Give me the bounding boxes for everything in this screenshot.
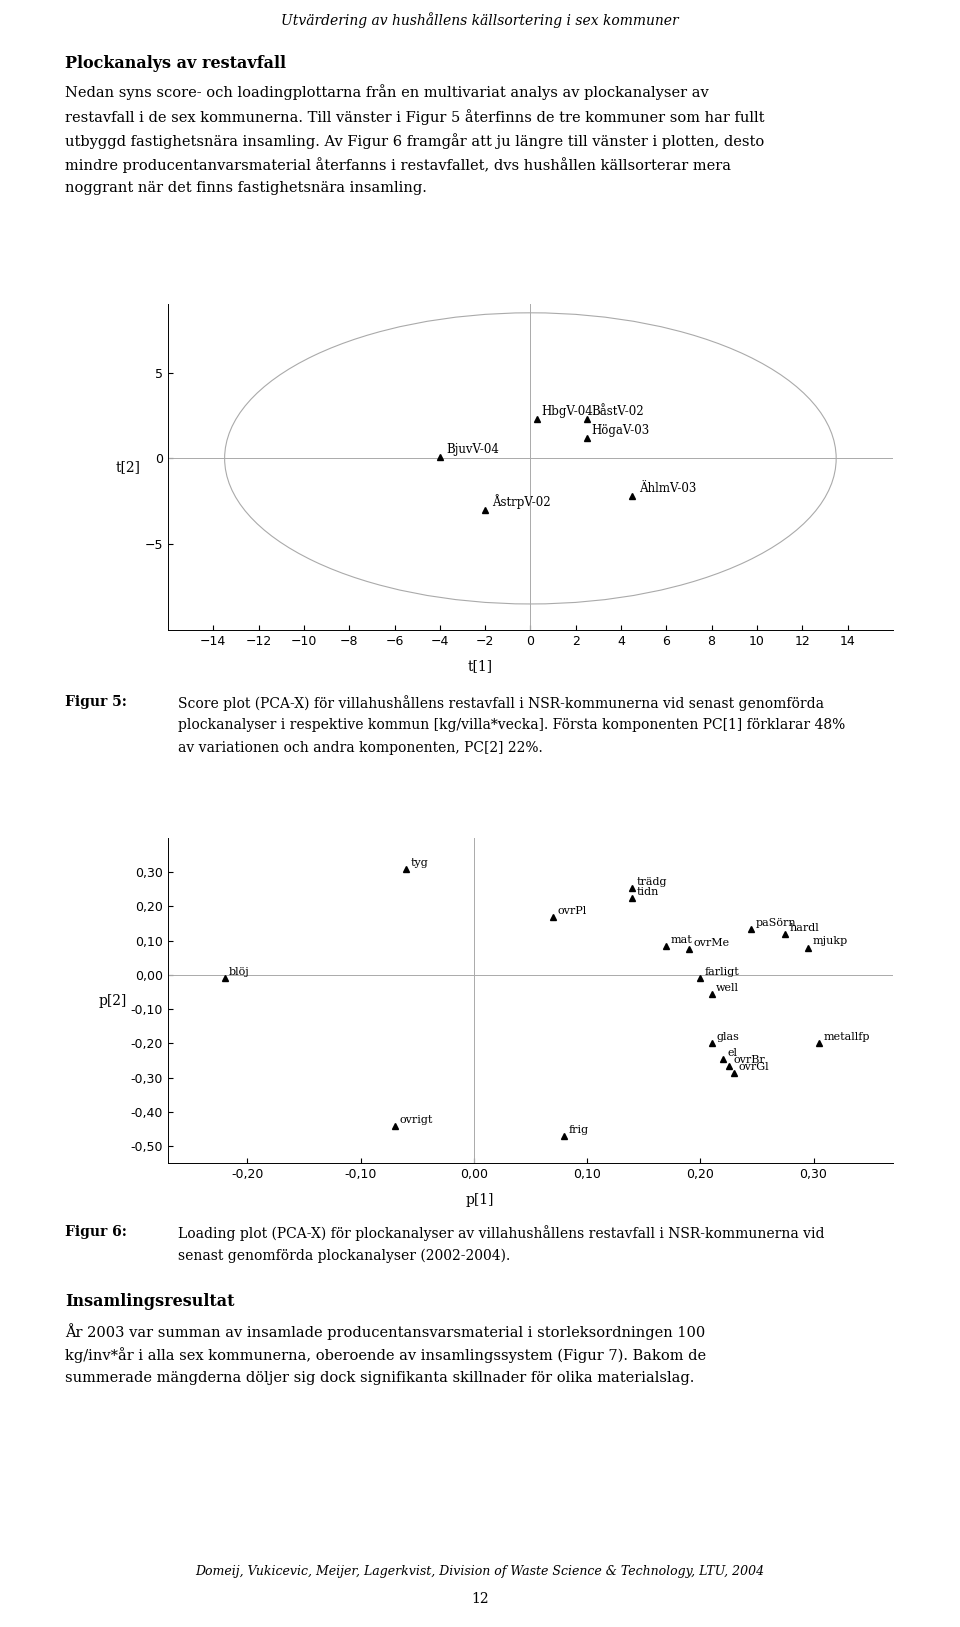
Text: frig: frig [569,1124,589,1136]
Text: HögaV-03: HögaV-03 [591,425,650,438]
Text: Loading plot (PCA-X) för plockanalyser av villahushållens restavfall i NSR-kommu: Loading plot (PCA-X) för plockanalyser a… [178,1225,824,1241]
Text: mjukp: mjukp [812,937,848,947]
Text: tyg: tyg [410,857,428,867]
Text: Utvärdering av hushållens källsortering i sex kommuner: Utvärdering av hushållens källsortering … [281,11,679,28]
Text: p[1]: p[1] [466,1193,494,1207]
Text: senast genomförda plockanalyser (2002-2004).: senast genomförda plockanalyser (2002-20… [178,1248,510,1263]
Text: summerade mängderna döljer sig dock signifikanta skillnader för olika materialsl: summerade mängderna döljer sig dock sign… [65,1372,695,1385]
Text: t[1]: t[1] [468,659,492,674]
Text: metallfp: metallfp [824,1033,870,1043]
Y-axis label: p[2]: p[2] [98,994,127,1007]
Text: tidn: tidn [636,887,660,896]
Text: Nedan syns score- och loadingplottarna från en multivariat analys av plockanalys: Nedan syns score- och loadingplottarna f… [65,85,709,101]
Text: mat: mat [671,936,692,945]
Text: noggrant när det finns fastighetsnära insamling.: noggrant när det finns fastighetsnära in… [65,181,427,195]
Text: BåstV-02: BåstV-02 [591,405,644,418]
Text: ÅstrpV-02: ÅstrpV-02 [492,495,550,509]
Text: glas: glas [716,1033,739,1043]
Text: hardl: hardl [790,923,820,932]
Text: ovrMe: ovrMe [693,939,730,949]
Text: restavfall i de sex kommunerna. Till vänster i Figur 5 återfinns de tre kommuner: restavfall i de sex kommunerna. Till vän… [65,109,765,125]
Y-axis label: t[2]: t[2] [115,460,140,473]
Text: paSörn: paSörn [756,918,797,927]
Text: HbgV-04: HbgV-04 [541,405,593,418]
Text: ovrBr: ovrBr [733,1054,765,1064]
Text: ovrPl: ovrPl [558,906,587,916]
Text: av variationen och andra komponenten, PC[2] 22%.: av variationen och andra komponenten, PC… [178,740,542,755]
Text: kg/inv*år i alla sex kommunerna, oberoende av insamlingssystem (Figur 7). Bakom : kg/inv*år i alla sex kommunerna, oberoen… [65,1347,707,1363]
Text: 12: 12 [471,1591,489,1606]
Text: Domeij, Vukicevic, Meijer, Lagerkvist, Division of Waste Science & Technology, L: Domeij, Vukicevic, Meijer, Lagerkvist, D… [196,1565,764,1578]
Text: Insamlingsresultat: Insamlingsresultat [65,1293,235,1310]
Text: well: well [716,983,739,992]
Text: ovrGl: ovrGl [739,1061,769,1072]
Text: Plockanalys av restavfall: Plockanalys av restavfall [65,55,286,72]
Text: utbyggd fastighetsnära insamling. Av Figur 6 framgår att ju längre till vänster : utbyggd fastighetsnära insamling. Av Fig… [65,133,764,148]
Text: blöj: blöj [229,968,250,978]
Text: ovrigt: ovrigt [399,1114,432,1124]
Text: År 2003 var summan av insamlade producentansvarsmaterial i storleksordningen 100: År 2003 var summan av insamlade producen… [65,1323,706,1339]
Text: Figur 5:: Figur 5: [65,695,127,709]
Text: mindre producentanvarsmaterial återfanns i restavfallet, dvs hushållen källsorte: mindre producentanvarsmaterial återfanns… [65,156,732,172]
Text: el: el [728,1048,737,1058]
Text: Figur 6:: Figur 6: [65,1225,127,1240]
Text: plockanalyser i respektive kommun [kg/villa*vecka]. Första komponenten PC[1] för: plockanalyser i respektive kommun [kg/vi… [178,718,845,732]
Text: Score plot (PCA-X) för villahushållens restavfall i NSR-kommunerna vid senast ge: Score plot (PCA-X) för villahushållens r… [178,695,824,711]
Text: farligt: farligt [705,968,739,978]
Text: trädg: trädg [636,877,667,887]
Text: BjuvV-04: BjuvV-04 [446,443,499,456]
Text: ÄhlmV-03: ÄhlmV-03 [639,482,697,495]
